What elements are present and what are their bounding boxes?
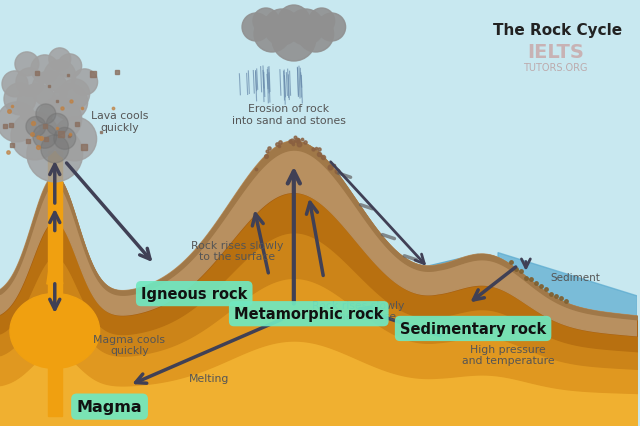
Circle shape xyxy=(58,55,82,79)
Circle shape xyxy=(254,17,290,53)
Circle shape xyxy=(52,85,88,121)
Circle shape xyxy=(264,10,300,46)
Polygon shape xyxy=(498,253,637,426)
Circle shape xyxy=(15,53,39,77)
Circle shape xyxy=(288,10,324,46)
Circle shape xyxy=(44,61,76,93)
Circle shape xyxy=(16,69,44,97)
Text: IELTS: IELTS xyxy=(527,43,584,61)
Circle shape xyxy=(32,72,68,108)
Circle shape xyxy=(54,128,76,150)
Circle shape xyxy=(253,9,279,35)
Polygon shape xyxy=(48,152,61,416)
Circle shape xyxy=(31,56,59,83)
Text: Sedimentary rock: Sedimentary rock xyxy=(400,321,546,336)
Text: Sediment: Sediment xyxy=(551,273,601,282)
Circle shape xyxy=(17,85,57,124)
Text: High pressure
and temperature: High pressure and temperature xyxy=(461,344,554,365)
Text: Magma: Magma xyxy=(77,399,142,414)
Polygon shape xyxy=(0,142,637,336)
Circle shape xyxy=(0,103,37,143)
Text: Magma cools
quickly: Magma cools quickly xyxy=(93,334,166,355)
Circle shape xyxy=(2,72,28,98)
Circle shape xyxy=(26,117,46,137)
Text: Igneous rock: Igneous rock xyxy=(141,286,248,302)
Circle shape xyxy=(4,83,36,115)
Text: Metamorphic rock: Metamorphic rock xyxy=(234,306,383,322)
Circle shape xyxy=(46,114,68,136)
Circle shape xyxy=(36,105,56,124)
Text: Erosion of rock
into sand and stones: Erosion of rock into sand and stones xyxy=(232,104,346,126)
Circle shape xyxy=(242,14,270,42)
Text: Rock rises slowly
to the surface: Rock rises slowly to the surface xyxy=(312,300,404,322)
Circle shape xyxy=(60,80,90,109)
Polygon shape xyxy=(48,361,61,381)
Text: TUTORS.ORG: TUTORS.ORG xyxy=(524,63,588,73)
Circle shape xyxy=(38,98,82,141)
Circle shape xyxy=(52,118,97,161)
Circle shape xyxy=(11,112,59,161)
Circle shape xyxy=(72,70,98,96)
Polygon shape xyxy=(47,264,63,284)
Polygon shape xyxy=(428,255,637,426)
Circle shape xyxy=(308,9,335,35)
Circle shape xyxy=(33,125,57,149)
Text: The Rock Cycle: The Rock Cycle xyxy=(493,23,622,37)
Polygon shape xyxy=(40,127,70,149)
Circle shape xyxy=(317,14,346,42)
Text: Melting: Melting xyxy=(189,373,229,383)
Circle shape xyxy=(27,127,83,182)
Circle shape xyxy=(272,18,316,62)
Circle shape xyxy=(298,17,333,53)
Circle shape xyxy=(41,135,68,164)
Ellipse shape xyxy=(10,294,100,368)
Circle shape xyxy=(49,49,70,71)
Circle shape xyxy=(278,6,310,38)
Text: Rock rises slowly
to the surface: Rock rises slowly to the surface xyxy=(191,240,284,262)
Text: Lava cools
quickly: Lava cools quickly xyxy=(91,111,148,132)
